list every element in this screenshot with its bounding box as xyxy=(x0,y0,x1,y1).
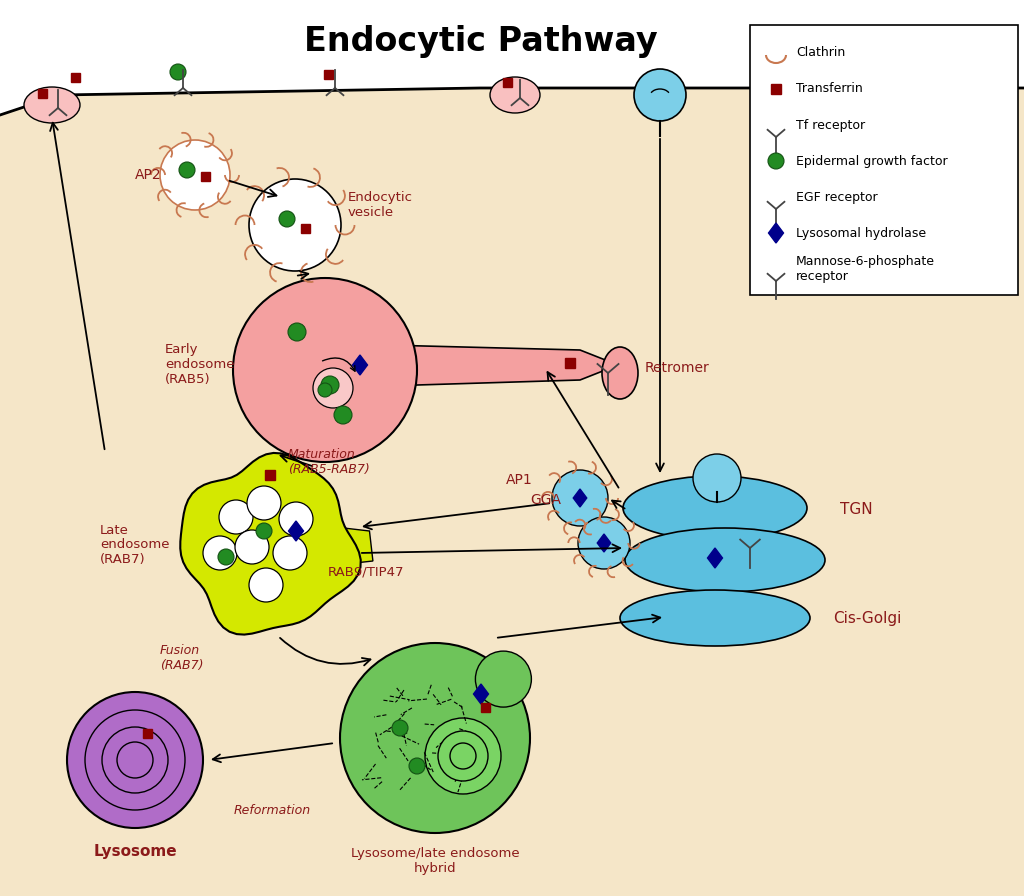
Bar xyxy=(71,73,80,82)
Circle shape xyxy=(578,517,630,569)
Circle shape xyxy=(392,720,408,736)
Polygon shape xyxy=(573,489,587,507)
Circle shape xyxy=(247,486,281,520)
Circle shape xyxy=(634,69,686,121)
Ellipse shape xyxy=(620,590,810,646)
Text: AP1: AP1 xyxy=(506,473,532,487)
Circle shape xyxy=(279,211,295,227)
Text: Mannose-6-phosphate
receptor: Mannose-6-phosphate receptor xyxy=(796,255,935,283)
Text: Early
endosome
(RAB5): Early endosome (RAB5) xyxy=(165,343,234,386)
Circle shape xyxy=(249,568,283,602)
Ellipse shape xyxy=(490,77,540,113)
Text: Tf receptor: Tf receptor xyxy=(796,118,865,132)
Bar xyxy=(324,71,333,80)
Circle shape xyxy=(203,536,237,570)
Text: Lysosomal hydrolase: Lysosomal hydrolase xyxy=(796,227,926,239)
Text: Clathrin: Clathrin xyxy=(796,47,845,59)
Circle shape xyxy=(693,454,741,502)
Ellipse shape xyxy=(903,70,967,110)
Circle shape xyxy=(219,500,253,534)
Text: Endocytic
vesicle: Endocytic vesicle xyxy=(348,191,413,219)
Polygon shape xyxy=(180,453,360,634)
Text: Endocytic Pathway: Endocytic Pathway xyxy=(304,25,658,58)
Polygon shape xyxy=(597,534,610,552)
Text: Lysosome: Lysosome xyxy=(93,844,177,859)
Circle shape xyxy=(249,179,341,271)
Ellipse shape xyxy=(24,87,80,123)
Polygon shape xyxy=(385,345,618,386)
Text: TGN: TGN xyxy=(840,503,872,518)
Circle shape xyxy=(218,549,234,565)
Circle shape xyxy=(179,162,195,178)
Text: EGF receptor: EGF receptor xyxy=(796,191,878,203)
Bar xyxy=(503,79,512,88)
Bar xyxy=(750,25,1018,295)
Text: Transferrin: Transferrin xyxy=(796,82,863,96)
Circle shape xyxy=(170,64,186,80)
Bar xyxy=(265,470,275,480)
Circle shape xyxy=(438,731,488,781)
Ellipse shape xyxy=(602,347,638,399)
Bar xyxy=(771,84,781,94)
Circle shape xyxy=(288,323,306,341)
Text: Cis-Golgi: Cis-Golgi xyxy=(833,610,901,625)
Circle shape xyxy=(256,523,272,539)
Circle shape xyxy=(425,718,501,794)
Bar xyxy=(201,173,210,182)
Bar xyxy=(300,225,309,234)
Circle shape xyxy=(334,406,352,424)
Text: GGA: GGA xyxy=(530,493,561,507)
Polygon shape xyxy=(708,548,723,568)
Circle shape xyxy=(273,536,307,570)
Circle shape xyxy=(340,643,530,833)
Circle shape xyxy=(768,153,784,169)
Bar xyxy=(142,729,152,738)
Text: Reformation: Reformation xyxy=(233,804,310,816)
Text: Epidermal growth factor: Epidermal growth factor xyxy=(796,154,947,168)
Circle shape xyxy=(318,383,332,397)
Polygon shape xyxy=(0,0,1024,115)
Bar xyxy=(565,358,575,368)
Text: Lysosome/late endosome
hybrid: Lysosome/late endosome hybrid xyxy=(350,847,519,875)
Text: RAB9/TIP47: RAB9/TIP47 xyxy=(328,565,404,579)
Ellipse shape xyxy=(623,476,807,540)
Ellipse shape xyxy=(625,528,825,592)
Circle shape xyxy=(233,278,417,462)
Bar xyxy=(480,703,489,712)
Polygon shape xyxy=(289,521,303,541)
Text: Late
endosome
(RAB7): Late endosome (RAB7) xyxy=(100,523,170,566)
Polygon shape xyxy=(473,684,488,704)
Circle shape xyxy=(475,651,531,707)
Polygon shape xyxy=(768,223,783,243)
Polygon shape xyxy=(335,527,373,565)
Circle shape xyxy=(279,502,313,536)
Polygon shape xyxy=(352,355,368,375)
Bar xyxy=(920,73,929,82)
Text: Retromer: Retromer xyxy=(645,361,710,375)
Circle shape xyxy=(450,743,476,769)
Text: Maturation
(RAB5-RAB7): Maturation (RAB5-RAB7) xyxy=(288,448,370,476)
Circle shape xyxy=(67,692,203,828)
Circle shape xyxy=(321,376,339,394)
Text: AP2: AP2 xyxy=(135,168,162,182)
Circle shape xyxy=(313,368,353,408)
Bar xyxy=(38,90,46,99)
Circle shape xyxy=(409,758,425,774)
Circle shape xyxy=(160,140,230,210)
Circle shape xyxy=(234,530,269,564)
Circle shape xyxy=(552,470,608,526)
Text: Fusion
(RAB7): Fusion (RAB7) xyxy=(160,644,204,672)
